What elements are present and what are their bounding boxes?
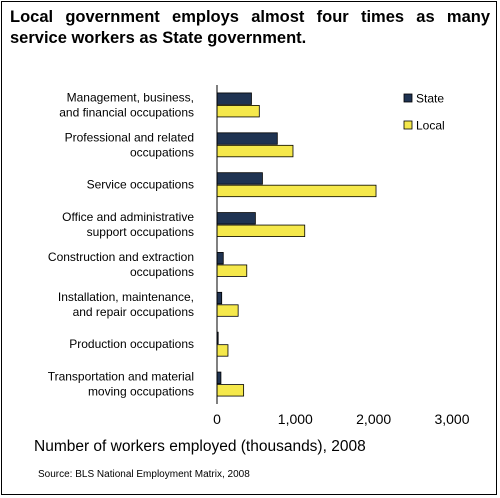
category-label-line: Professional and related: [65, 130, 194, 144]
category-label-line: Management, business,: [67, 90, 194, 104]
bar-state-3: [216, 212, 256, 225]
bar-local-0: [216, 105, 260, 118]
category-label-line: moving occupations: [88, 385, 194, 399]
category-label-line: occupations: [130, 265, 194, 279]
category-label-line: and financial occupations: [59, 105, 194, 119]
bar-state-0: [216, 92, 252, 105]
legend-label-local: Local: [416, 119, 445, 133]
category-label-3: Office and administrative support occupat…: [62, 210, 194, 239]
category-label-4: Construction and extraction occupations: [48, 250, 194, 279]
x-tick-label-2: 2,000: [356, 411, 391, 427]
category-label-line: occupations: [130, 145, 194, 159]
category-label-line: and repair occupations: [73, 305, 194, 319]
category-label-line: support occupations: [87, 225, 194, 239]
x-axis-label: Number of workers employed (thousands), …: [34, 438, 366, 455]
legend-swatch-state: [403, 93, 413, 103]
bar-state-7: [216, 371, 222, 384]
bar-state-5: [216, 291, 223, 305]
legend-swatch-local: [403, 120, 413, 130]
bar-local-4: [216, 264, 248, 277]
bar-local-2: [216, 184, 377, 198]
category-label-5: Installation, maintenance, and repair occ…: [58, 290, 194, 319]
category-label-line: Construction and extraction: [48, 250, 194, 264]
category-label-line: Transportation and material: [48, 370, 194, 384]
legend-label-state: State: [416, 92, 444, 106]
category-label-6: Production occupations: [69, 337, 194, 351]
source-note: Source: BLS National Employment Matrix, …: [38, 469, 250, 480]
bar-local-1: [216, 144, 294, 158]
bar-state-1: [216, 132, 278, 145]
chart-title: Local government employs almost four tim…: [10, 8, 490, 47]
bar-local-7: [216, 384, 245, 397]
bar-state-4: [216, 252, 224, 265]
category-label-line: Office and administrative: [62, 210, 194, 224]
x-tick-label-0: 0: [213, 411, 221, 427]
category-label-7: Transportation and material moving occupa…: [48, 370, 194, 399]
category-label-1: Professional and related occupations: [65, 130, 194, 159]
x-tick-label-1: 1,000: [278, 411, 313, 427]
category-label-line: Production occupations: [69, 337, 194, 351]
bar-state-2: [216, 172, 263, 185]
category-label-line: Service occupations: [87, 178, 194, 192]
bar-local-3: [216, 224, 306, 237]
category-label-0: Management, business, and financial occup…: [59, 90, 194, 119]
plot-area: Management, business, and financial occup…: [48, 85, 470, 427]
bar-local-5: [216, 304, 239, 317]
bar-local-6: [216, 344, 229, 357]
category-label-2: Service occupations: [87, 178, 194, 192]
x-tick-label-3: 3,000: [434, 411, 469, 427]
category-label-line: Installation, maintenance,: [58, 290, 194, 304]
